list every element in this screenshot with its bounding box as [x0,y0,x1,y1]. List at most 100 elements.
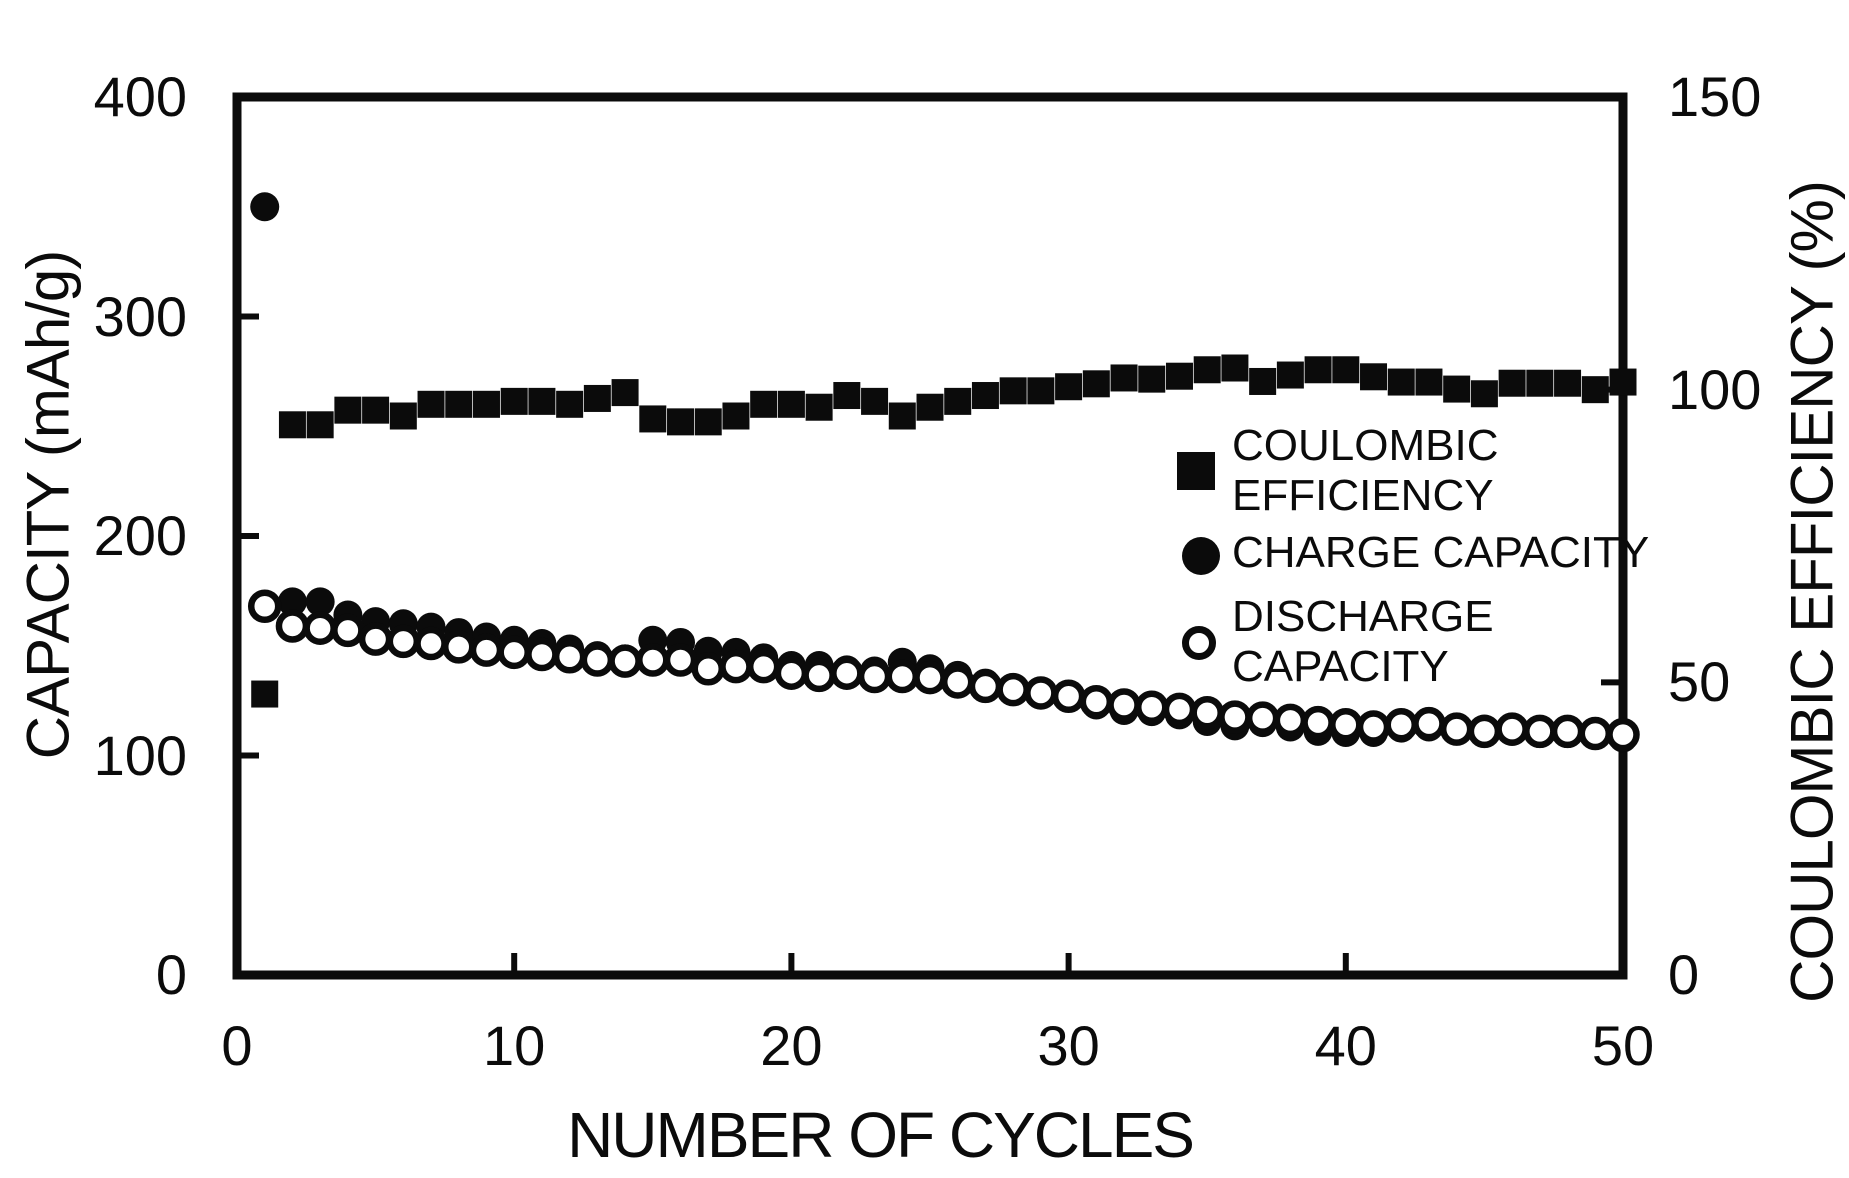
efficiency-point [1249,367,1277,395]
discharge-point [1273,703,1308,738]
discharge-point [857,659,892,694]
efficiency-point [1581,376,1609,404]
discharge-point [608,644,642,678]
efficiency-point [1193,356,1221,384]
efficiency-point [556,390,584,418]
efficiency-point [888,402,916,430]
right-tick-label: 50 [1668,650,1731,714]
discharge-point [1606,717,1640,752]
discharge-point [691,652,725,686]
efficiency-point [999,377,1027,405]
efficiency-point [472,390,500,418]
efficiency-point [1470,380,1498,408]
efficiency-point [500,387,528,415]
left-tick-label: 100 [93,723,187,787]
discharge-point [636,643,670,677]
discharge-point [746,649,781,684]
efficiency-point [667,408,695,436]
efficiency-point [833,382,861,410]
efficiency-point [1055,373,1083,401]
efficiency-point [694,408,722,436]
efficiency-point [1443,375,1471,403]
efficiency-point [1221,354,1249,382]
efficiency-point [306,411,334,439]
discharge-point [830,656,864,690]
discharge-point [719,649,753,684]
discharge-point [580,643,615,677]
discharge-point [1135,690,1169,724]
discharge-point [1523,714,1557,749]
efficiency-point [1082,370,1110,398]
discharge-point [1467,714,1502,749]
efficiency-point [750,390,778,418]
discharge-point [1218,700,1252,734]
discharge-point [1439,712,1474,746]
right-axis-title: COULOMBIC EFFICIENCY (%) [1778,181,1846,1003]
efficiency-point [611,379,639,407]
discharge-point [552,639,587,674]
efficiency-point [389,402,417,430]
discharge-point [913,660,947,695]
efficiency-point [1027,377,1055,405]
discharge-point [1162,692,1197,727]
discharge-point [663,643,698,677]
discharge-point [968,669,1003,704]
efficiency-point [861,387,889,415]
discharge-point [1329,708,1363,742]
left-tick-label: 0 [155,943,187,1006]
discharge-point [303,611,337,645]
efficiency-point [1276,361,1304,389]
left-tick-label: 200 [93,504,187,567]
efficiency-point [278,411,306,439]
charge-point [250,192,280,222]
discharge-point [1578,716,1613,751]
discharge-point [469,633,504,667]
right-tick-label: 150 [1668,65,1762,128]
discharge-point [1301,705,1335,740]
efficiency-point [528,387,556,415]
discharge-point [386,624,421,659]
discharge-point [996,672,1030,707]
discharge-point [1384,708,1418,742]
x-tick-label: 40 [1314,1014,1377,1077]
discharge-point [331,613,365,648]
x-tick-label: 0 [221,1014,253,1077]
discharge-point [247,589,282,623]
discharge-point [802,658,836,693]
x-tick-label: 30 [1037,1014,1100,1077]
efficiency-point [1165,362,1193,390]
right-tick-label: 100 [1668,357,1762,421]
x-tick-label: 10 [483,1014,546,1077]
charge-point [277,587,307,617]
discharge-point [774,656,809,690]
efficiency-point [1360,363,1388,391]
x-tick-label: 20 [760,1014,823,1077]
x-axis-title: NUMBER OF CYCLES [567,1099,1195,1171]
left-tick-label: 400 [93,65,187,128]
discharge-point [1024,676,1058,710]
discharge-point [358,622,393,656]
efficiency-point [334,396,362,424]
left-axis-title: CAPACITY (mAh/g) [14,250,82,760]
efficiency-point [971,382,999,410]
efficiency-point [1304,356,1332,384]
efficiency-point [722,402,750,430]
discharge-point [442,630,476,664]
discharge-point [1495,712,1529,746]
efficiency-point [251,680,279,708]
efficiency-point [1387,368,1415,396]
efficiency-point [916,393,944,421]
discharge-point [1079,684,1114,719]
efficiency-point [1332,356,1360,384]
efficiency-point [417,390,445,418]
efficiency-point [1110,364,1138,392]
efficiency-point [944,387,972,415]
discharge-point [275,609,310,643]
efficiency-point [805,393,833,421]
x-tick-label: 50 [1591,1014,1655,1077]
efficiency-point [1526,369,1554,397]
discharge-point [1412,706,1446,741]
efficiency-point [1138,365,1166,393]
